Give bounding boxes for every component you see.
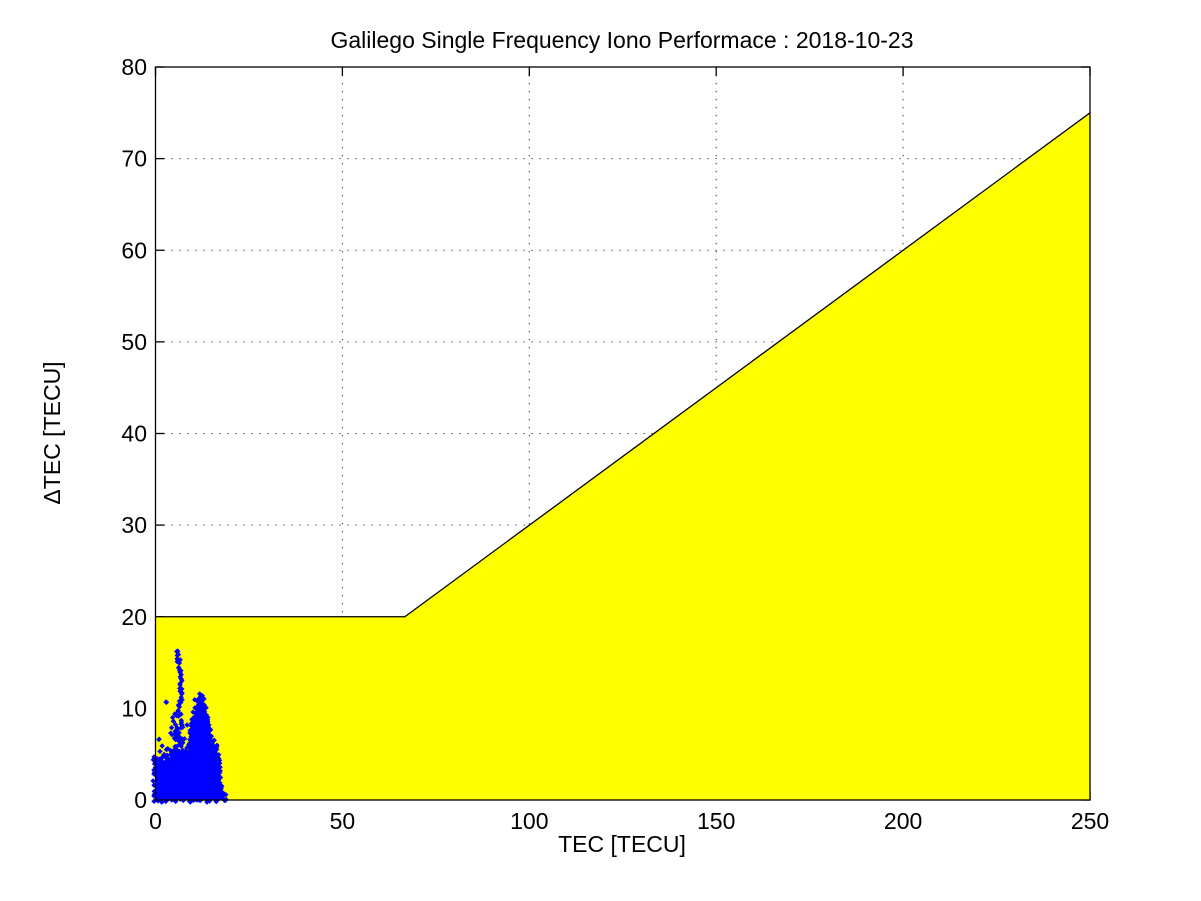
- scatter-points: [150, 648, 229, 805]
- x-tick-label: 0: [149, 808, 162, 834]
- y-tick-label: 0: [134, 787, 147, 813]
- x-tick-label: 200: [884, 808, 922, 834]
- x-tick-label: 250: [1071, 808, 1109, 834]
- x-axis-label: TEC [TECU]: [558, 831, 686, 857]
- chart-title: Galilego Single Frequency Iono Performac…: [330, 27, 913, 53]
- y-tick-label: 80: [121, 54, 147, 80]
- envelope-region: [155, 112, 1090, 800]
- y-tick-label: 40: [121, 421, 147, 447]
- scatter-series: [150, 648, 229, 805]
- envelope-region-group: [155, 112, 1091, 800]
- y-tick-label: 10: [121, 695, 147, 721]
- y-tick-label: 50: [121, 329, 147, 355]
- y-tick-label: 30: [121, 512, 147, 538]
- plot-frame: [154, 66, 1091, 801]
- envelope-boundary-line: [155, 112, 1091, 618]
- y-tick-label: 20: [121, 604, 147, 630]
- y-tick-label: 70: [121, 146, 147, 172]
- x-tick-label: 100: [510, 808, 548, 834]
- y-axis-label: ΔTEC [TECU]: [39, 361, 65, 504]
- y-tick-labels: 0 10 20 30 40 50 60 70 80: [121, 54, 147, 813]
- x-tick-label: 150: [697, 808, 735, 834]
- x-tick-label: 50: [330, 808, 356, 834]
- y-tick-label: 60: [121, 237, 147, 263]
- x-tick-labels: 0 50 100 150 200 250: [149, 808, 1109, 834]
